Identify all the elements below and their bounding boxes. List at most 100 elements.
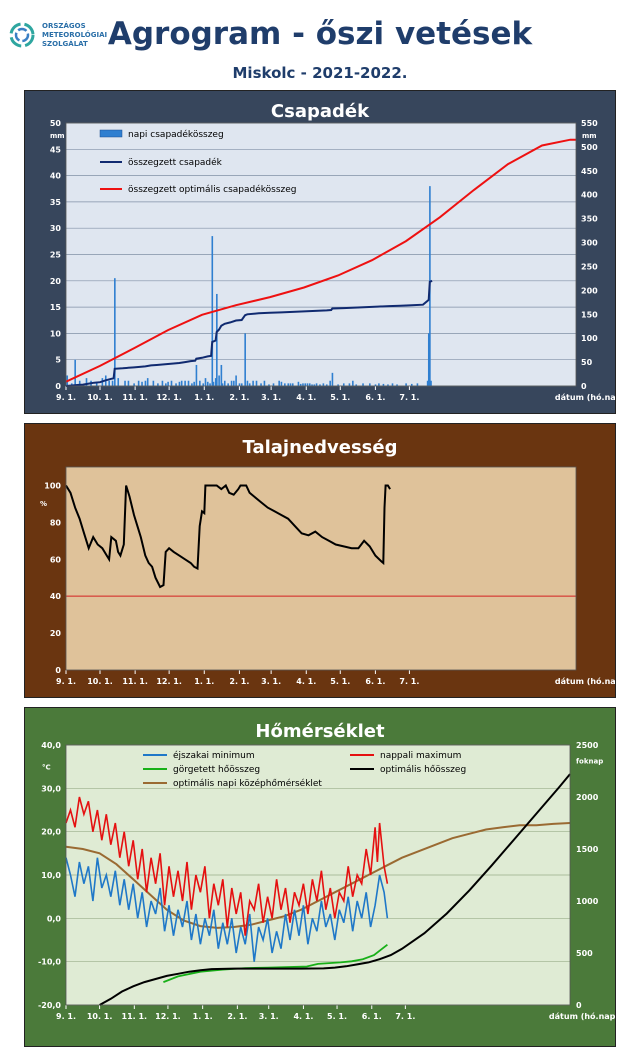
precip-bar — [114, 278, 116, 386]
y-tick-label-right: 0 — [581, 382, 587, 391]
precip-bar — [152, 380, 155, 386]
precip-bar — [299, 383, 302, 386]
x-tick-label: 11. 1. — [122, 393, 148, 402]
precip-bar — [337, 384, 339, 386]
precip-bar — [209, 383, 211, 386]
precip-bar — [348, 383, 351, 386]
precip-bar — [306, 383, 309, 386]
precip-bar — [355, 384, 358, 386]
precip-bar — [311, 384, 313, 386]
x-tick-label: 4. 1. — [296, 677, 316, 686]
legend-label: nappali maximum — [380, 751, 461, 761]
precip-bar — [278, 380, 280, 386]
x-tick-label: 11. 1. — [122, 1012, 148, 1021]
precip-bar — [199, 380, 201, 386]
y-tick-label: 0 — [55, 666, 61, 675]
x-tick-label: 7. 1. — [399, 677, 419, 686]
y-axis-label-right: foknap — [576, 758, 603, 766]
precip-bar — [184, 380, 186, 386]
precip-bar — [214, 378, 217, 386]
soil-moisture-line — [65, 483, 391, 589]
precip-bar — [167, 381, 169, 386]
rolling-heat-sum-line — [163, 943, 388, 983]
y-tick-label-right: 1000 — [576, 897, 599, 906]
precip-bar — [137, 380, 140, 386]
precip-bar — [178, 381, 181, 386]
precip-bar — [230, 380, 233, 386]
precip-bar — [430, 380, 432, 386]
precip-bar — [255, 380, 258, 386]
y-tick-label-right: 500 — [581, 143, 598, 152]
x-tick-label: 9. 1. — [56, 1012, 76, 1021]
precip-bar — [280, 381, 283, 386]
optimal-mean-line — [65, 822, 571, 929]
precip-bar — [74, 359, 76, 386]
page-title: Agrogram - őszi vetések — [107, 16, 533, 52]
precip-bar — [308, 383, 311, 386]
precip-bar — [187, 380, 190, 386]
precip-bar — [180, 380, 183, 386]
precip-bar — [124, 380, 126, 386]
x-tick-label: 9. 1. — [56, 393, 76, 402]
optimal-heat-sum-line — [99, 773, 571, 1006]
omsz-logo-icon — [9, 22, 35, 48]
soil-chart-title: Talajnedvesség — [242, 437, 398, 458]
precip-bar — [313, 384, 316, 386]
cumulative-precip-line — [65, 279, 433, 387]
precip-bar — [161, 380, 164, 386]
precip-bar — [78, 380, 81, 386]
precip-chart-title: Csapadék — [270, 101, 370, 122]
precip-bar — [396, 384, 398, 386]
legend-label: optimális hőösszeg — [380, 765, 466, 775]
precip-bar — [252, 380, 254, 386]
plot-border — [65, 744, 571, 1006]
y-tick-label-right: 100 — [581, 334, 598, 343]
precip-bar — [362, 383, 364, 386]
y-tick-label-left: 0,0 — [47, 914, 62, 923]
precip-bar — [410, 383, 413, 386]
x-axis-label: dátum (hó.nap) — [555, 392, 615, 402]
x-tick-label: 6. 1. — [365, 393, 385, 402]
precip-bar — [382, 383, 385, 386]
precip-bar — [315, 383, 318, 386]
temp-panel: Hőmérséklet -20,0 -10,0 0,0 10,0 20,0 30,0 40,… — [24, 707, 616, 1047]
y-tick-label-left: 15 — [50, 303, 62, 312]
precip-bar — [111, 380, 114, 386]
y-tick-label: 40 — [50, 592, 62, 601]
precip-bar — [291, 383, 294, 386]
x-tick-label: 3. 1. — [259, 1012, 279, 1021]
precip-bar — [405, 383, 407, 386]
y-tick-label-right: 450 — [581, 167, 598, 176]
legend-label: napi csapadékösszeg — [128, 129, 224, 140]
logo-line-3: SZOLGÁLAT — [42, 40, 88, 48]
precip-bar — [284, 383, 286, 386]
precip-bar — [391, 383, 394, 386]
x-tick-label: 2. 1. — [227, 1012, 247, 1021]
x-tick-label: 6. 1. — [365, 677, 385, 686]
precip-bar — [304, 383, 307, 386]
precip-bar — [240, 383, 243, 386]
precip-bar — [216, 293, 218, 386]
logo-text: ORSZÁGOS METEOROLÓGIAI SZOLGÁLAT — [42, 22, 107, 49]
y-tick-label-left: 45 — [50, 145, 62, 154]
omsz-logo: ORSZÁGOS METEOROLÓGIAI SZOLGÁLAT — [8, 20, 128, 54]
x-tick-label: 1. 1. — [194, 393, 214, 402]
precip-bar — [202, 383, 205, 386]
precip-bar — [221, 383, 224, 386]
y-tick-label-left: 40,0 — [41, 741, 61, 750]
precip-bar — [260, 383, 262, 386]
page-subtitle: Miskolc - 2021-2022. — [232, 64, 408, 82]
precip-bar — [331, 372, 334, 386]
logo-line-1: ORSZÁGOS — [42, 22, 86, 30]
y-tick-label-right: 250 — [581, 262, 598, 271]
daily-max-line — [65, 796, 389, 936]
y-tick-label-right: 2500 — [576, 741, 599, 750]
precip-panel: Csapadék 0 5 10 15 20 25 30 35 40 45 50 0 50 100 150 20… — [24, 90, 616, 414]
y-tick-label-right: 200 — [581, 286, 598, 295]
x-tick-label: 4. 1. — [293, 1012, 313, 1021]
precip-bar — [170, 380, 173, 386]
precip-bar — [175, 383, 177, 386]
y-axis-label-left: °C — [42, 764, 51, 772]
precip-bar — [157, 383, 159, 386]
precip-bar — [322, 383, 325, 386]
